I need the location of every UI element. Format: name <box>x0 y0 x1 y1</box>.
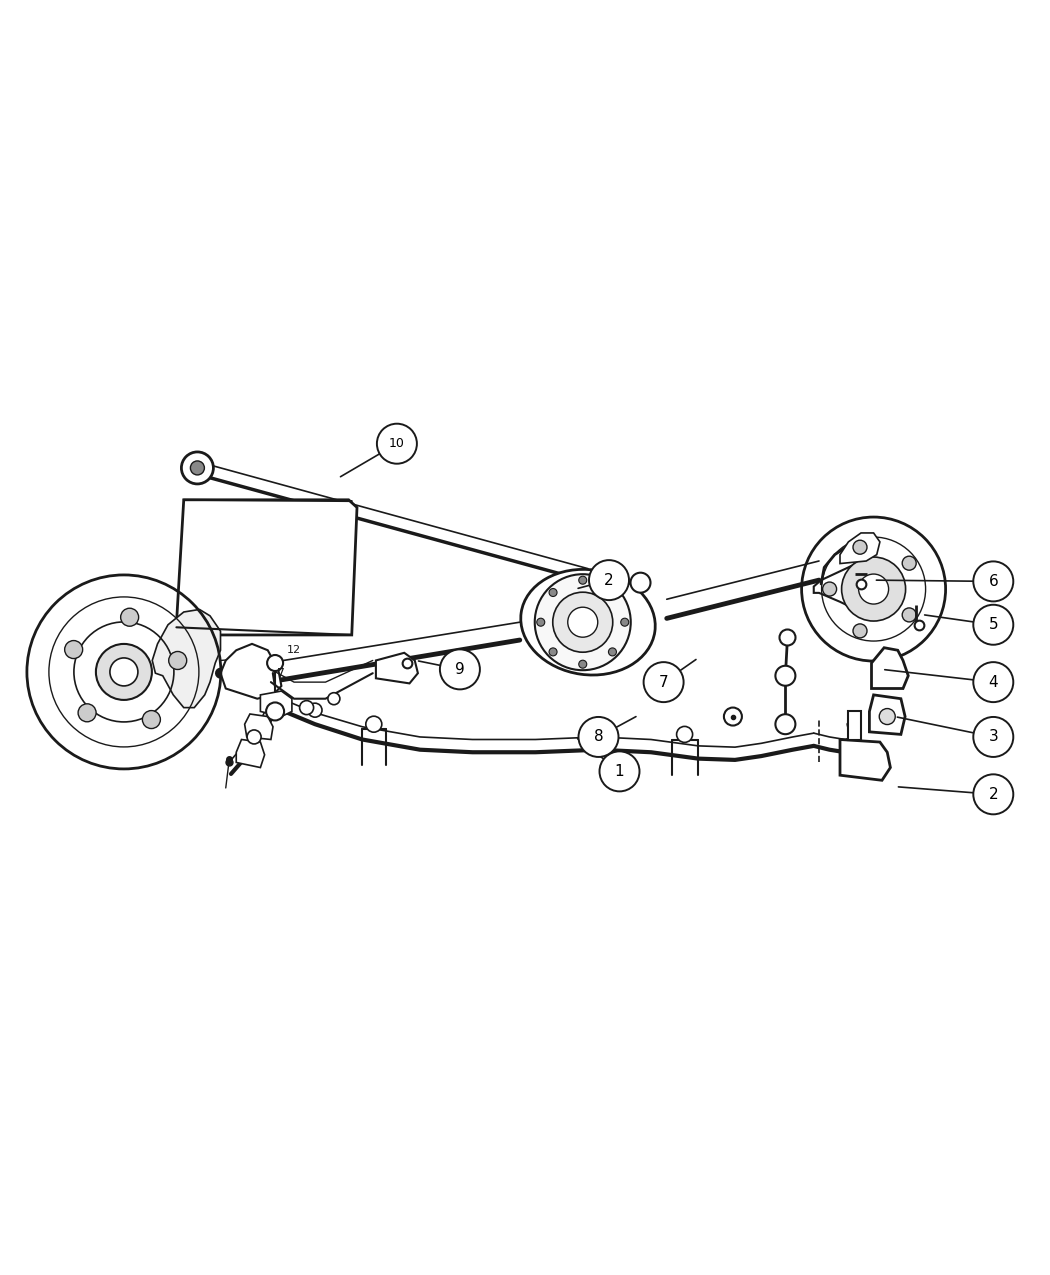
Circle shape <box>608 648 616 655</box>
Polygon shape <box>220 644 281 699</box>
Polygon shape <box>260 691 292 717</box>
Text: 3: 3 <box>988 729 999 745</box>
Text: 2: 2 <box>988 787 999 802</box>
Circle shape <box>328 692 340 705</box>
Circle shape <box>859 574 888 604</box>
Polygon shape <box>245 714 273 740</box>
Circle shape <box>247 731 261 743</box>
Circle shape <box>579 660 587 668</box>
Circle shape <box>973 717 1013 757</box>
Polygon shape <box>840 740 890 780</box>
Circle shape <box>973 662 1013 703</box>
Circle shape <box>299 701 314 714</box>
Circle shape <box>879 709 896 724</box>
Polygon shape <box>869 695 905 734</box>
Circle shape <box>266 703 285 720</box>
Circle shape <box>308 704 322 717</box>
Circle shape <box>973 561 1013 602</box>
Circle shape <box>775 666 796 686</box>
Text: 4: 4 <box>988 674 999 690</box>
Text: 6: 6 <box>988 574 999 589</box>
Polygon shape <box>176 500 357 635</box>
Circle shape <box>182 451 213 484</box>
Circle shape <box>78 704 97 722</box>
Circle shape <box>169 652 187 669</box>
Ellipse shape <box>521 570 655 674</box>
Text: 10: 10 <box>388 437 405 450</box>
Circle shape <box>902 556 917 570</box>
Circle shape <box>121 608 139 626</box>
Circle shape <box>676 727 693 742</box>
Circle shape <box>549 589 558 597</box>
Circle shape <box>822 583 837 595</box>
Circle shape <box>552 592 613 653</box>
Circle shape <box>644 662 684 703</box>
Circle shape <box>853 541 867 555</box>
Text: 1: 1 <box>614 764 625 779</box>
Circle shape <box>779 630 796 645</box>
Text: 12: 12 <box>287 645 301 655</box>
Polygon shape <box>848 711 861 739</box>
Circle shape <box>377 423 417 464</box>
Circle shape <box>842 557 905 621</box>
Circle shape <box>549 648 558 655</box>
Circle shape <box>902 608 917 622</box>
Circle shape <box>853 623 867 638</box>
Polygon shape <box>840 533 880 564</box>
Polygon shape <box>872 648 908 689</box>
Circle shape <box>65 640 83 659</box>
Circle shape <box>190 462 205 474</box>
Circle shape <box>365 717 382 732</box>
Polygon shape <box>814 558 898 612</box>
Circle shape <box>621 618 629 626</box>
Circle shape <box>973 774 1013 815</box>
Polygon shape <box>236 740 265 768</box>
Circle shape <box>723 708 742 725</box>
Circle shape <box>630 572 651 593</box>
Text: 7: 7 <box>658 674 669 690</box>
Circle shape <box>96 644 152 700</box>
Text: 7: 7 <box>277 667 286 680</box>
Circle shape <box>568 607 597 638</box>
Circle shape <box>608 589 616 597</box>
Circle shape <box>579 576 587 584</box>
Text: 9: 9 <box>455 662 465 677</box>
Polygon shape <box>152 609 220 708</box>
Circle shape <box>267 655 284 671</box>
Circle shape <box>973 604 1013 645</box>
Circle shape <box>589 560 629 601</box>
Text: 5: 5 <box>988 617 999 632</box>
Text: 2: 2 <box>604 572 614 588</box>
Circle shape <box>775 714 796 734</box>
Circle shape <box>600 751 639 792</box>
Circle shape <box>579 717 618 757</box>
Circle shape <box>143 710 161 728</box>
Text: 8: 8 <box>593 729 604 745</box>
Circle shape <box>110 658 138 686</box>
Circle shape <box>534 574 631 671</box>
Circle shape <box>440 649 480 690</box>
Circle shape <box>537 618 545 626</box>
Polygon shape <box>376 653 418 683</box>
